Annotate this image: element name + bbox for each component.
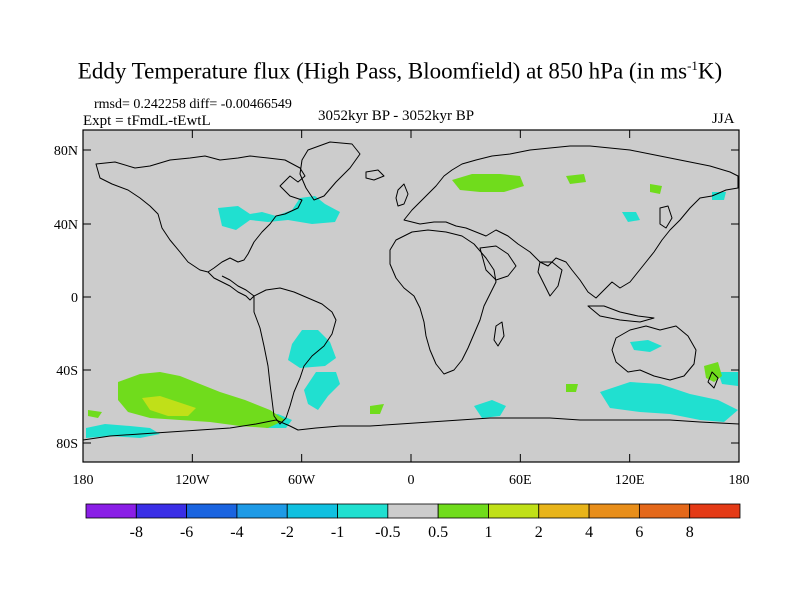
anomaly-cyan-tasman — [718, 372, 738, 386]
colorbar-swatch — [286, 503, 338, 519]
anomaly-green-east-asia — [650, 184, 662, 194]
experiment-label: Expt = tFmdL-tEwtL — [83, 113, 211, 129]
colorbar-label: 8 — [686, 524, 694, 541]
anomaly-cyan-south-america — [288, 330, 336, 368]
season-label: JJA — [712, 111, 735, 127]
title-unit-end: K) — [697, 58, 723, 84]
coastlines — [82, 141, 740, 441]
colorbar — [85, 503, 741, 519]
lon-tick-label: 180 — [729, 473, 750, 488]
coastline-japan — [659, 205, 673, 229]
coastline-new-zealand — [707, 371, 719, 389]
lat-tick-label: 80S — [56, 437, 78, 452]
anomaly-green-south-pacific — [118, 372, 285, 428]
anomaly-green-southern-indian — [370, 404, 384, 414]
colorbar-label: -6 — [180, 524, 193, 541]
coastline-central-america — [207, 271, 255, 301]
lon-tick-label: 120E — [615, 473, 645, 488]
lat-tick-label: 80N — [54, 144, 78, 159]
colorbar-label: 4 — [585, 524, 593, 541]
colorbar-label: -2 — [281, 524, 294, 541]
coastline-uk — [395, 183, 409, 207]
colorbar-swatch — [588, 503, 640, 519]
anomaly-cyan-patagonia — [304, 372, 340, 410]
anomaly-cyan-north-atlantic — [218, 196, 340, 230]
anomaly-green-south-atlantic-east — [566, 384, 578, 392]
coastline-eurasia — [403, 145, 739, 299]
coastline-greenland — [299, 141, 361, 201]
colorbar-swatch — [437, 503, 489, 519]
colorbar-swatch — [488, 503, 540, 519]
colorbar-swatch — [638, 503, 691, 519]
anomaly-green-europe — [452, 174, 524, 192]
colorbar-swatch — [236, 503, 288, 519]
period-label: 3052kyr BP - 3052kyr BP — [318, 108, 475, 124]
map-title: Eddy Temperature flux (High Pass, Bloomf… — [0, 58, 800, 85]
coastline-north-america — [95, 155, 306, 273]
colorbar-label: 1 — [484, 524, 492, 541]
coastline-australia — [611, 325, 697, 381]
stats-label: rmsd= 0.242258 diff= -0.00466549 — [94, 97, 292, 112]
lat-tick-label: 40S — [56, 364, 78, 379]
colorbar-label: 6 — [635, 524, 643, 541]
colorbar-swatch — [387, 503, 439, 519]
coastline-indonesia — [587, 305, 655, 323]
coastline-south-america — [253, 287, 337, 425]
lon-tick-label: 180 — [73, 473, 94, 488]
anomaly-cyan-southeast-asia — [630, 340, 662, 352]
coastline-antarctica — [82, 417, 740, 441]
lat-tick-label: 0 — [71, 291, 78, 306]
coastline-india — [537, 261, 563, 297]
latitude-ticks: 80N 40N 0 40S 80S — [54, 144, 739, 452]
colorbar-swatch — [85, 503, 137, 519]
longitude-ticks: 180 120W 60W 0 60E 120E 180 — [73, 130, 750, 488]
colorbar-label: -4 — [230, 524, 243, 541]
anomaly-cyan-south-indian — [474, 400, 506, 418]
colorbar-label: 0.5 — [428, 524, 448, 541]
anomaly-green-south-atlantic-west — [88, 410, 102, 418]
coastline-arabia — [479, 245, 517, 281]
lon-tick-label: 0 — [408, 473, 415, 488]
anomaly-yellow-core — [142, 396, 196, 416]
colorbar-label: -1 — [331, 524, 344, 541]
lat-tick-label: 40N — [54, 218, 78, 233]
colorbar-labels: -8 -6 -4 -2 -1 -0.5 0.5 1 2 4 6 8 — [130, 524, 694, 541]
colorbar-label: 2 — [535, 524, 543, 541]
colorbar-swatch — [186, 503, 238, 519]
title-main: Eddy Temperature flux (High Pass, Bloomf… — [77, 58, 688, 84]
flux-anomaly-regions — [86, 174, 738, 438]
anomaly-green-north-pacific — [566, 174, 586, 184]
lon-tick-label: 120W — [175, 473, 210, 488]
coastline-iceland — [365, 169, 385, 181]
lon-tick-label: 60E — [509, 473, 532, 488]
colorbar-swatch — [135, 503, 188, 519]
colorbar-label: -8 — [130, 524, 143, 541]
coastline-madagascar — [493, 321, 505, 347]
anomaly-cyan-south-australia — [600, 382, 738, 422]
title-superscript: -1 — [687, 58, 698, 73]
colorbar-swatch — [337, 503, 389, 519]
anomaly-cyan-southern-pacific — [86, 424, 160, 438]
coastline-africa — [389, 229, 497, 375]
colorbar-swatch — [689, 503, 741, 519]
colorbar-swatch — [538, 503, 590, 519]
lon-tick-label: 60W — [288, 473, 316, 488]
anomaly-cyan-east-asia — [622, 212, 640, 222]
colorbar-label: -0.5 — [375, 524, 400, 541]
